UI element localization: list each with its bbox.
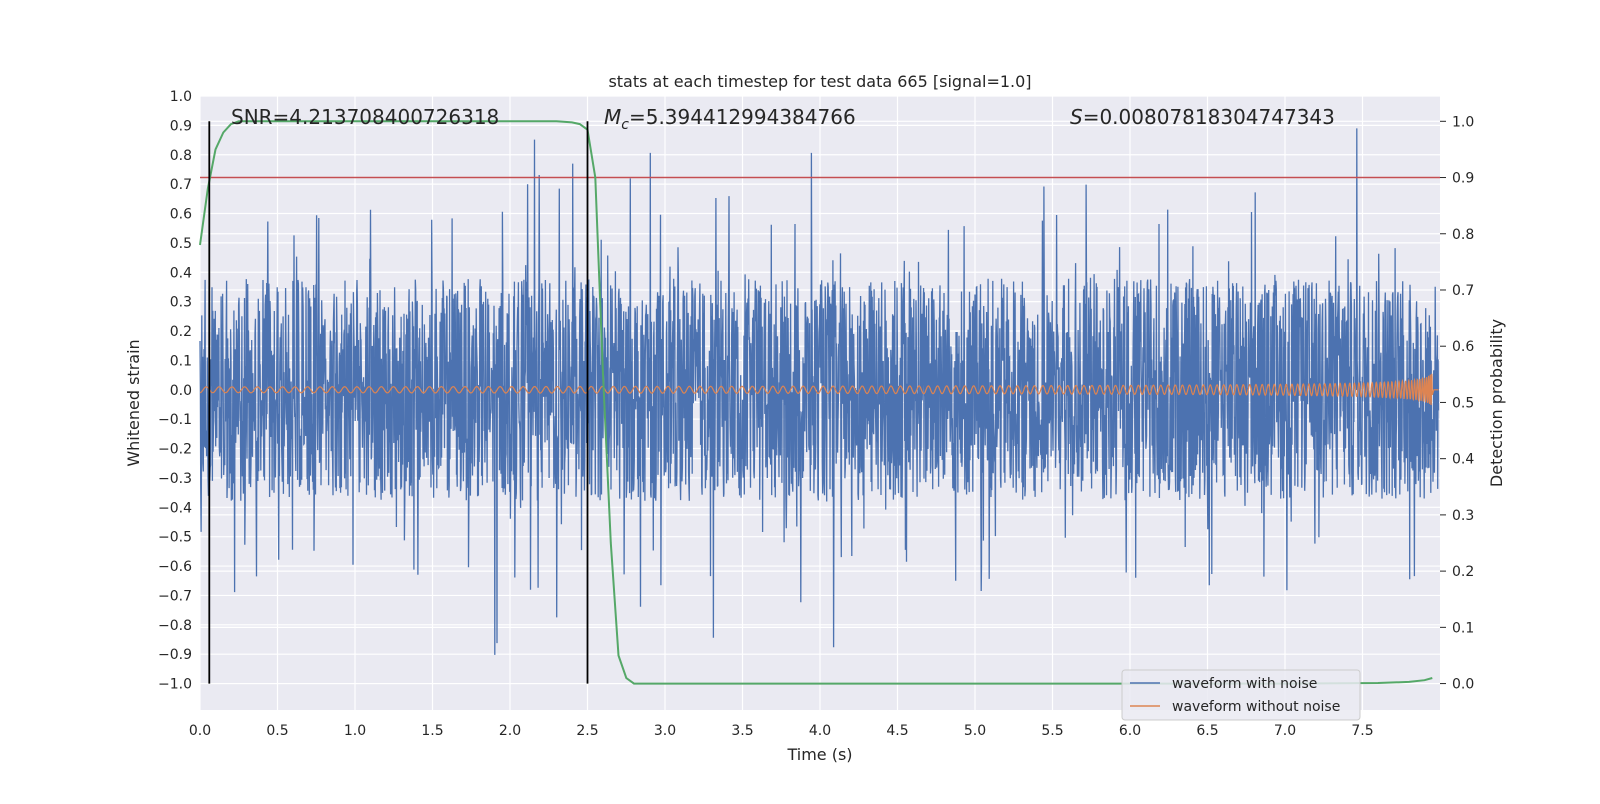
chart-title: stats at each timestep for test data 665… <box>608 72 1031 91</box>
series-waveform-with-noise <box>199 128 1440 655</box>
y-axis-label-right: Detection probability <box>1487 319 1506 487</box>
y-tick-label-left: 0.9 <box>170 118 192 134</box>
noise-trace <box>199 128 1440 655</box>
x-tick-label: 7.0 <box>1274 723 1296 739</box>
y-tick-label-left: −0.5 <box>158 530 192 546</box>
x-tick-label: 2.0 <box>499 723 521 739</box>
y-tick-label-left: −0.2 <box>158 442 192 458</box>
snr-annotation: SNR=4.213708400726318 <box>231 105 499 129</box>
y-tick-label-left: 0.3 <box>170 295 192 311</box>
y-tick-label-left: −0.8 <box>158 618 192 634</box>
x-tick-label: 4.5 <box>886 723 908 739</box>
y-tick-label-left: 0.2 <box>170 324 192 340</box>
y-tick-label-left: −0.3 <box>158 471 192 487</box>
x-tick-label: 6.5 <box>1196 723 1218 739</box>
y-tick-label-left: 0.6 <box>170 207 192 223</box>
y-tick-label-right: 1.0 <box>1452 114 1474 130</box>
x-tick-label: 1.0 <box>344 723 366 739</box>
y-tick-label-left: 0.7 <box>170 177 192 193</box>
y-tick-label-right: 0.8 <box>1452 227 1474 243</box>
x-tick-label: 3.5 <box>731 723 753 739</box>
y-tick-label-left: −0.6 <box>158 559 192 575</box>
y-tick-label-right: 0.7 <box>1452 283 1474 299</box>
y-tick-label-left: −0.9 <box>158 647 192 663</box>
chirp-mass-annotation: Mc=5.394412994384766 <box>604 105 856 133</box>
y-tick-label-right: 0.2 <box>1452 564 1474 580</box>
y-tick-label-left: 0.4 <box>170 265 192 281</box>
y-tick-label-left: 0.0 <box>170 383 192 399</box>
legend-box <box>1121 669 1361 721</box>
axis-ticks: 0.0 0.5 1.0 1.5 2.0 2.5 3.0 3.5 4.0 4.5 5.0 5.5 6.0 6… <box>158 89 1474 739</box>
legend: waveform with noise waveform without noi… <box>1121 669 1361 721</box>
y-axis-label-left: Whitened strain <box>124 339 143 466</box>
y-tick-label-right: 0.9 <box>1452 171 1474 187</box>
y-tick-label-right: 0.3 <box>1452 508 1474 524</box>
mc-symbol: M <box>604 105 621 129</box>
s-symbol: S <box>1070 105 1083 129</box>
mc-value: =5.394412994384766 <box>629 105 856 129</box>
y-tick-label-left: 0.1 <box>170 353 192 369</box>
x-tick-label: 6.0 <box>1119 723 1141 739</box>
legend-label-noise: waveform with noise <box>1172 676 1317 692</box>
y-tick-label-left: −0.4 <box>158 500 192 516</box>
x-tick-label: 0.5 <box>266 723 288 739</box>
y-tick-label-left: −1.0 <box>158 677 192 693</box>
x-tick-label: 5.0 <box>964 723 986 739</box>
mc-subscript: c <box>621 117 629 133</box>
chirp-trace <box>200 373 1439 406</box>
x-tick-label: 2.5 <box>576 723 598 739</box>
y-tick-label-left: 0.5 <box>170 236 192 252</box>
y-tick-label-right: 0.1 <box>1452 620 1474 636</box>
x-tick-label: 3.0 <box>654 723 676 739</box>
x-tick-label: 1.5 <box>421 723 443 739</box>
score-annotation: S=0.00807818304747343 <box>1070 105 1335 129</box>
x-tick-label: 4.0 <box>809 723 831 739</box>
vertical-markers <box>208 121 589 684</box>
y-tick-label-left: −0.1 <box>158 412 192 428</box>
y-tick-label-right: 0.5 <box>1452 395 1474 411</box>
y-tick-label-right: 0.0 <box>1452 677 1474 693</box>
s-value: =0.00807818304747343 <box>1083 105 1335 129</box>
series-waveform-without-noise <box>200 373 1439 406</box>
y-tick-label-left: 0.8 <box>170 148 192 164</box>
legend-label-clean: waveform without noise <box>1172 699 1340 715</box>
y-tick-label-right: 0.6 <box>1452 339 1474 355</box>
x-tick-label: 7.5 <box>1351 723 1373 739</box>
y-tick-label-left: −0.7 <box>158 588 192 604</box>
x-axis-label: Time (s) <box>786 745 852 764</box>
x-tick-label: 5.5 <box>1041 723 1063 739</box>
y-tick-label-right: 0.4 <box>1452 452 1474 468</box>
x-tick-label: 0.0 <box>189 723 211 739</box>
y-tick-label-left: 1.0 <box>170 89 192 105</box>
